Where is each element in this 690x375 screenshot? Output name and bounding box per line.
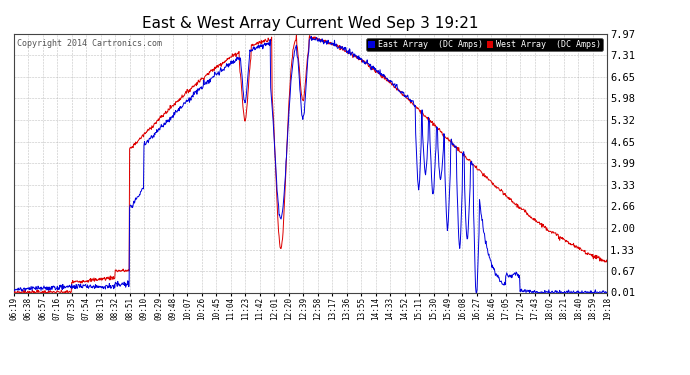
Legend: East Array  (DC Amps), West Array  (DC Amps): East Array (DC Amps), West Array (DC Amp…	[366, 38, 603, 51]
Title: East & West Array Current Wed Sep 3 19:21: East & West Array Current Wed Sep 3 19:2…	[142, 16, 479, 31]
Text: Copyright 2014 Cartronics.com: Copyright 2014 Cartronics.com	[17, 39, 161, 48]
